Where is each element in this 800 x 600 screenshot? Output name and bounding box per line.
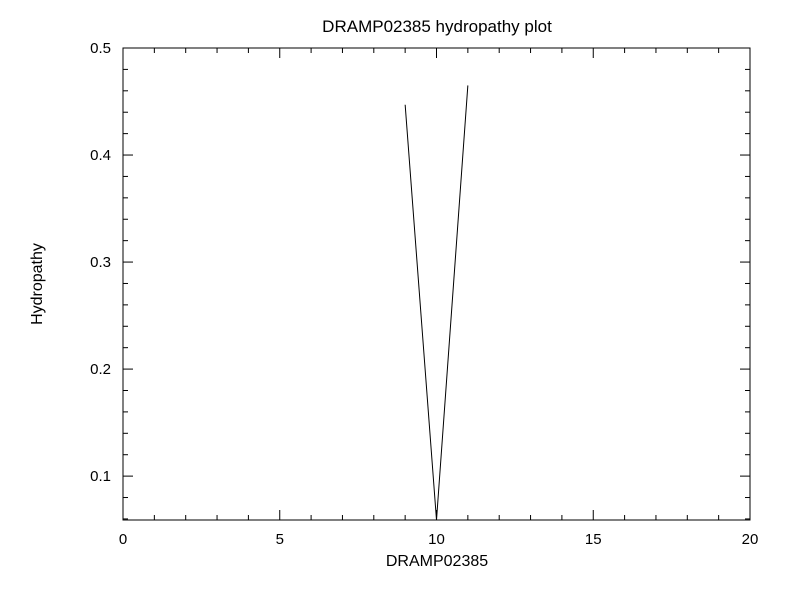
svg-text:0.2: 0.2 (90, 361, 111, 378)
svg-text:5: 5 (276, 531, 284, 548)
svg-text:0.1: 0.1 (90, 468, 111, 485)
svg-text:0.5: 0.5 (90, 40, 111, 57)
plot-frame (123, 48, 750, 520)
svg-text:20: 20 (742, 531, 759, 548)
svg-text:10: 10 (428, 531, 445, 548)
chart-title: DRAMP02385 hydropathy plot (322, 17, 552, 36)
hydropathy-chart: DRAMP02385 hydropathy plot 05101520 0.10… (0, 0, 800, 600)
x-axis-minor-ticks (154, 48, 718, 520)
y-axis-minor-ticks (123, 69, 750, 519)
y-axis-ticks: 0.1 0.2 0.3 0.4 0.5 (90, 40, 750, 485)
svg-text:0.4: 0.4 (90, 147, 111, 164)
svg-text:15: 15 (585, 531, 602, 548)
y-axis-label: Hydropathy (29, 243, 46, 325)
svg-text:0.3: 0.3 (90, 254, 111, 271)
svg-text:0: 0 (119, 531, 127, 548)
x-axis-ticks: 0 5 10 15 20 (119, 48, 759, 548)
x-axis-label: DRAMP02385 (386, 553, 488, 570)
data-series (405, 85, 468, 520)
